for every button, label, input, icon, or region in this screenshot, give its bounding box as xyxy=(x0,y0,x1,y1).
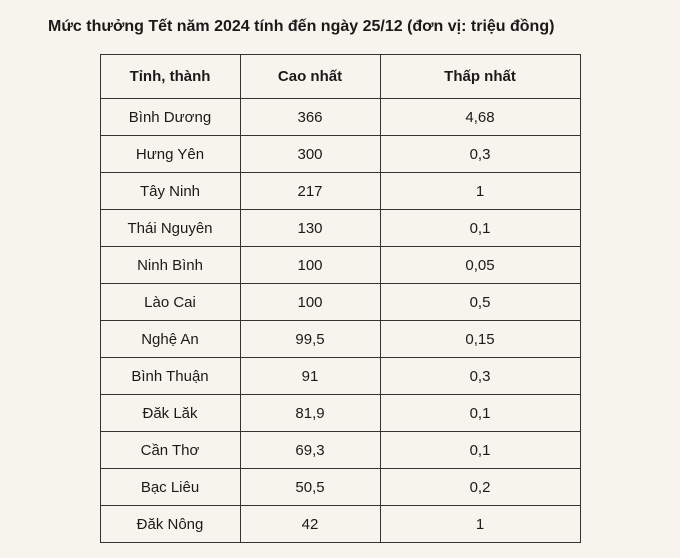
table-row: Đăk Nông421 xyxy=(100,506,580,543)
cell-high: 81,9 xyxy=(240,395,380,432)
cell-high: 100 xyxy=(240,247,380,284)
cell-high: 69,3 xyxy=(240,432,380,469)
table-row: Nghệ An99,50,15 xyxy=(100,321,580,358)
cell-high: 217 xyxy=(240,173,380,210)
cell-province: Lào Cai xyxy=(100,284,240,321)
cell-province: Ninh Bình xyxy=(100,247,240,284)
table-row: Tây Ninh2171 xyxy=(100,173,580,210)
cell-low: 1 xyxy=(380,173,580,210)
cell-province: Hưng Yên xyxy=(100,136,240,173)
table-row: Bình Thuận910,3 xyxy=(100,358,580,395)
cell-low: 0,1 xyxy=(380,432,580,469)
cell-province: Cần Thơ xyxy=(100,432,240,469)
col-header-province: Tỉnh, thành xyxy=(100,55,240,99)
cell-low: 4,68 xyxy=(380,99,580,136)
table-row: Thái Nguyên1300,1 xyxy=(100,210,580,247)
cell-low: 0,1 xyxy=(380,395,580,432)
cell-high: 100 xyxy=(240,284,380,321)
cell-high: 91 xyxy=(240,358,380,395)
cell-low: 0,3 xyxy=(380,136,580,173)
table-row: Bạc Liêu50,50,2 xyxy=(100,469,580,506)
table-row: Ninh Bình1000,05 xyxy=(100,247,580,284)
cell-province: Nghệ An xyxy=(100,321,240,358)
table-wrap: Tỉnh, thành Cao nhất Thấp nhất Bình Dươn… xyxy=(30,54,650,543)
col-header-high: Cao nhất xyxy=(240,55,380,99)
cell-low: 0,5 xyxy=(380,284,580,321)
cell-low: 0,3 xyxy=(380,358,580,395)
cell-low: 1 xyxy=(380,506,580,543)
cell-low: 0,2 xyxy=(380,469,580,506)
cell-province: Bình Thuận xyxy=(100,358,240,395)
cell-province: Thái Nguyên xyxy=(100,210,240,247)
cell-province: Bạc Liêu xyxy=(100,469,240,506)
cell-high: 130 xyxy=(240,210,380,247)
cell-province: Bình Dương xyxy=(100,99,240,136)
cell-high: 42 xyxy=(240,506,380,543)
cell-low: 0,15 xyxy=(380,321,580,358)
col-header-low: Thấp nhất xyxy=(380,55,580,99)
cell-high: 99,5 xyxy=(240,321,380,358)
page-title: Mức thưởng Tết năm 2024 tính đến ngày 25… xyxy=(30,18,650,36)
cell-high: 50,5 xyxy=(240,469,380,506)
cell-province: Tây Ninh xyxy=(100,173,240,210)
page-container: Mức thưởng Tết năm 2024 tính đến ngày 25… xyxy=(0,0,680,543)
cell-high: 300 xyxy=(240,136,380,173)
cell-low: 0,1 xyxy=(380,210,580,247)
cell-high: 366 xyxy=(240,99,380,136)
table-row: Cần Thơ69,30,1 xyxy=(100,432,580,469)
cell-province: Đăk Nông xyxy=(100,506,240,543)
bonus-table: Tỉnh, thành Cao nhất Thấp nhất Bình Dươn… xyxy=(100,54,581,543)
table-row: Bình Dương3664,68 xyxy=(100,99,580,136)
table-body: Bình Dương3664,68 Hưng Yên3000,3 Tây Nin… xyxy=(100,99,580,543)
table-header-row: Tỉnh, thành Cao nhất Thấp nhất xyxy=(100,55,580,99)
table-row: Đăk Lăk81,90,1 xyxy=(100,395,580,432)
table-row: Hưng Yên3000,3 xyxy=(100,136,580,173)
cell-province: Đăk Lăk xyxy=(100,395,240,432)
cell-low: 0,05 xyxy=(380,247,580,284)
table-row: Lào Cai1000,5 xyxy=(100,284,580,321)
